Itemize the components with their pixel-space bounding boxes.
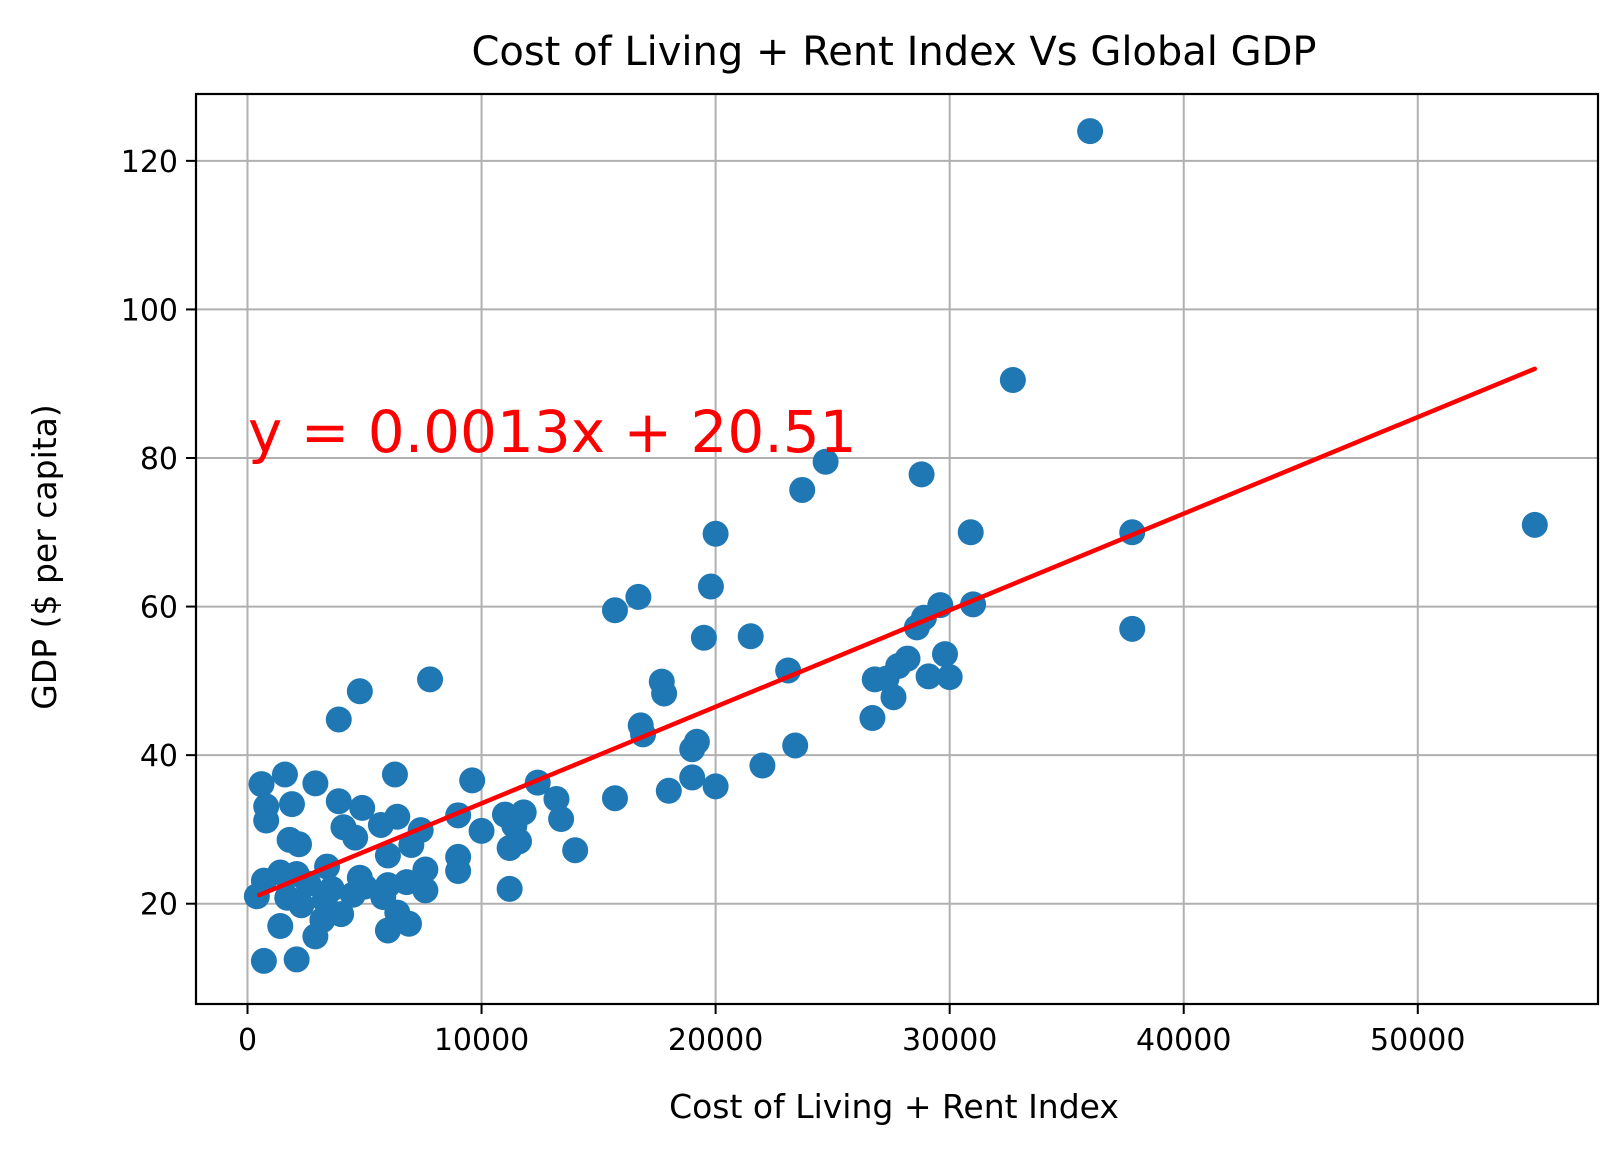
x-tick-label: 50000 xyxy=(1370,1023,1465,1058)
data-point xyxy=(243,883,270,910)
data-point xyxy=(395,910,422,937)
data-point xyxy=(285,831,312,858)
data-point xyxy=(859,705,886,731)
y-tick-label: 80 xyxy=(140,442,178,477)
y-tick-label: 120 xyxy=(121,145,178,180)
data-point xyxy=(999,367,1026,393)
data-point xyxy=(325,788,352,815)
data-point xyxy=(302,770,329,797)
data-point xyxy=(931,641,958,668)
data-point xyxy=(737,623,764,650)
data-point xyxy=(412,877,439,904)
x-axis-label: Cost of Living + Rent Index xyxy=(669,1087,1119,1126)
data-point xyxy=(398,832,425,859)
data-point xyxy=(250,947,277,974)
x-tick-label: 40000 xyxy=(1136,1023,1231,1058)
data-point xyxy=(697,573,724,600)
x-tick-label: 0 xyxy=(238,1023,257,1058)
data-point xyxy=(267,913,294,939)
x-tick-label: 30000 xyxy=(902,1023,997,1058)
data-point xyxy=(775,657,802,684)
data-point xyxy=(543,785,570,812)
data-point xyxy=(702,773,729,800)
data-point xyxy=(690,624,717,651)
data-point xyxy=(288,892,315,919)
data-point xyxy=(253,807,280,834)
data-point xyxy=(412,856,439,883)
data-point xyxy=(278,791,305,818)
data-point xyxy=(342,824,369,851)
data-point xyxy=(325,706,352,733)
data-point xyxy=(346,678,373,705)
x-axis-ticks: 0 10000 20000 30000 40000 50000 xyxy=(238,1004,1465,1058)
data-point xyxy=(908,461,935,488)
data-point xyxy=(601,597,628,624)
x-tick-label: 20000 xyxy=(668,1023,763,1058)
data-point xyxy=(283,946,310,973)
data-point xyxy=(679,764,706,791)
data-point xyxy=(339,881,366,908)
y-tick-label: 100 xyxy=(121,293,178,328)
data-point xyxy=(374,842,401,869)
regression-layer xyxy=(256,366,1538,898)
grid xyxy=(196,94,1598,1004)
data-point xyxy=(374,917,401,944)
data-point xyxy=(548,806,575,833)
data-point xyxy=(812,448,839,475)
data-point xyxy=(271,761,298,788)
regression-equation: y = 0.0013x + 20.51 xyxy=(248,398,857,466)
data-point xyxy=(349,794,376,821)
data-point xyxy=(702,520,729,547)
y-axis-ticks: 20 40 60 80 100 120 xyxy=(121,145,196,923)
data-point xyxy=(655,777,682,804)
data-point xyxy=(880,684,907,711)
data-point xyxy=(651,680,678,707)
data-point xyxy=(468,817,495,844)
data-point xyxy=(625,583,652,610)
data-point xyxy=(459,767,486,794)
chart-title: Cost of Living + Rent Index Vs Global GD… xyxy=(471,29,1316,75)
y-axis-label: GDP ($ per capita) xyxy=(25,404,64,710)
data-point xyxy=(957,519,984,546)
data-point xyxy=(1077,118,1104,145)
data-point xyxy=(936,664,963,691)
data-point xyxy=(417,666,444,693)
x-tick-label: 10000 xyxy=(434,1023,529,1058)
y-tick-label: 40 xyxy=(140,739,178,774)
data-point xyxy=(915,663,942,690)
data-point xyxy=(445,858,472,885)
data-points xyxy=(243,118,1548,974)
data-point xyxy=(1521,511,1548,538)
data-point xyxy=(789,476,816,503)
data-point xyxy=(1119,615,1146,642)
data-point xyxy=(679,736,706,763)
data-point xyxy=(248,771,275,798)
data-point xyxy=(496,835,523,861)
data-point xyxy=(782,732,809,759)
plot-frame xyxy=(194,92,1600,1006)
data-point xyxy=(302,923,329,950)
data-point xyxy=(381,761,408,788)
data-point xyxy=(496,875,523,902)
y-tick-label: 20 xyxy=(140,888,178,923)
data-point xyxy=(749,752,776,779)
y-tick-label: 60 xyxy=(140,591,178,626)
data-point xyxy=(562,837,589,864)
data-point xyxy=(367,811,394,838)
regression-line xyxy=(256,366,1538,898)
data-point xyxy=(601,785,628,812)
